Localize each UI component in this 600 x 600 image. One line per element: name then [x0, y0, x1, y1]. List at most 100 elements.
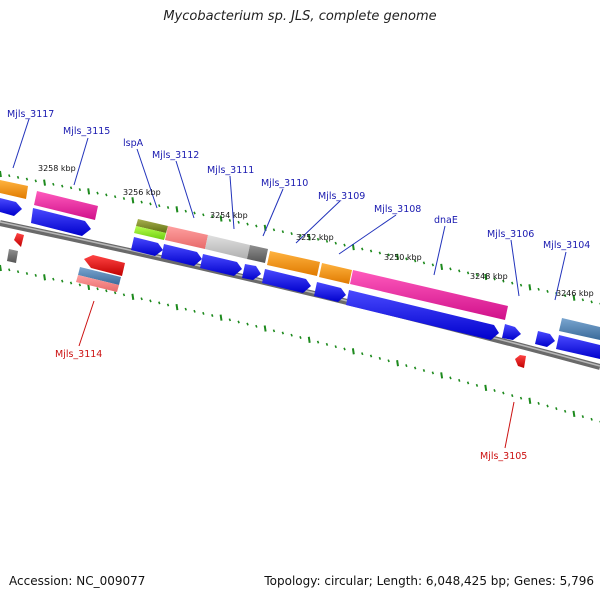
- scale-tick-inner: [281, 331, 285, 335]
- cds-arrow-3111[interactable]: [200, 254, 242, 276]
- gene-lspa-box[interactable]: [134, 226, 166, 240]
- cds-arrow-3105[interactable]: [515, 355, 526, 368]
- gene-feature-track: [0, 180, 600, 340]
- scale-tick-inner: [484, 384, 488, 392]
- scale-tick-outer: [78, 188, 82, 192]
- gene-label-dnae[interactable]: dnaE: [434, 215, 458, 226]
- scale-tick-inner: [537, 401, 540, 405]
- scale-tick-outer: [25, 177, 29, 181]
- scale-tick-inner: [502, 391, 505, 395]
- gene-mjls3115-box[interactable]: [34, 191, 98, 220]
- cds-arrow-3112[interactable]: [161, 244, 202, 266]
- scale-tick-outer: [316, 237, 320, 241]
- scale-tick-inner: [52, 277, 55, 281]
- scale-tick-outer: [546, 289, 549, 293]
- scale-tick-outer: [378, 251, 382, 255]
- scale-tick-outer: [413, 259, 417, 263]
- scale-tick-outer: [351, 243, 355, 251]
- scale-tick-outer: [61, 184, 64, 188]
- cds-arrow-3108[interactable]: [314, 282, 346, 302]
- cds-arrow-3104[interactable]: [556, 335, 600, 359]
- gene-label-mjls3117[interactable]: Mjls_3117: [7, 109, 54, 120]
- gene-label-mjls3111[interactable]: Mjls_3111: [207, 165, 254, 176]
- map-title: Mycobacterium sp. JLS, complete genome: [163, 9, 437, 24]
- scale-tick-outer: [581, 298, 585, 302]
- kbp-label: 3258 kbp: [38, 164, 76, 173]
- cds-arrow-small-left[interactable]: [14, 233, 24, 247]
- gene-lspa-box-olive[interactable]: [136, 219, 168, 233]
- cds-forward-track: [0, 198, 600, 359]
- cds-arrow-3109[interactable]: [262, 269, 311, 293]
- scale-tick-outer: [307, 234, 311, 241]
- scale-tick-outer: [493, 277, 496, 281]
- scale-tick-outer: [272, 228, 276, 232]
- scale-tick-inner: [299, 336, 302, 339]
- scale-tick-outer: [122, 197, 126, 200]
- scale-tick-inner: [334, 345, 337, 349]
- gene-mjls3114-box[interactable]: [78, 267, 121, 285]
- gene-mjls3111-box[interactable]: [205, 235, 250, 259]
- scale-tick-outer: [325, 239, 329, 243]
- scale-tick-inner: [202, 311, 205, 315]
- scale-tick-outer: [343, 243, 346, 247]
- gene-label-mjls3106[interactable]: Mjls_3106: [487, 229, 534, 240]
- gene-mjls3112-box[interactable]: [165, 226, 208, 249]
- gene-dnae-box[interactable]: [350, 270, 508, 320]
- scale-tick-outer: [140, 200, 143, 204]
- gene-mjls3114-box-salmon[interactable]: [76, 275, 119, 292]
- scale-tick-outer: [290, 232, 293, 236]
- gene-label-mjls3112[interactable]: Mjls_3112: [152, 150, 199, 161]
- cds-arrow-dnae[interactable]: [346, 290, 499, 340]
- gene-label-mjls3110[interactable]: Mjls_3110: [261, 178, 308, 189]
- scale-tick-inner: [228, 318, 232, 322]
- scale-tick-inner: [413, 366, 417, 370]
- scale-tick-outer: [528, 284, 532, 291]
- scale-tick-outer: [166, 206, 170, 209]
- cds-arrow-3104-small[interactable]: [535, 331, 555, 347]
- scale-tick-inner: [475, 383, 479, 387]
- cds-arrow-lspa[interactable]: [131, 237, 163, 256]
- gene-label-mjls3115[interactable]: Mjls_3115: [63, 126, 110, 137]
- scale-tick-inner: [158, 301, 161, 305]
- gene-label-lspa[interactable]: lspA: [123, 138, 144, 149]
- gene-small-gray-box[interactable]: [7, 249, 18, 263]
- scale-tick-inner: [361, 352, 364, 356]
- scale-tick-inner: [555, 407, 558, 411]
- gene-label-mjls3104[interactable]: Mjls_3104: [543, 240, 590, 251]
- scale-tick-outer: [572, 294, 576, 301]
- cds-arrow-3117[interactable]: [0, 198, 22, 216]
- cds-arrow-3114[interactable]: [84, 255, 125, 276]
- scale-tick-outer: [34, 179, 37, 183]
- scale-tick-inner: [511, 394, 514, 398]
- scale-tick-inner: [563, 409, 567, 413]
- gene-mjls3108-box[interactable]: [319, 263, 352, 284]
- scale-tick-outer: [440, 263, 444, 271]
- cds-arrow-3110[interactable]: [242, 264, 261, 280]
- scale-tick-outer: [69, 186, 73, 190]
- scale-tick-inner: [325, 342, 329, 346]
- gene-label-mjls3114[interactable]: Mjls_3114: [55, 349, 102, 360]
- kbp-label: 3246 kbp: [556, 289, 594, 298]
- scale-tick-outer: [369, 249, 373, 253]
- cds-arrow-3106[interactable]: [502, 324, 521, 340]
- scale-tick-inner: [590, 417, 593, 421]
- scale-tick-outer: [184, 209, 187, 213]
- gene-label-mjls3109[interactable]: Mjls_3109: [318, 191, 365, 202]
- gene-mjls3109-box[interactable]: [267, 251, 320, 276]
- gene-label-mjls3108[interactable]: Mjls_3108: [374, 204, 421, 215]
- scale-tick-inner: [581, 415, 585, 419]
- scale-tick-inner: [316, 340, 320, 344]
- scale-tick-inner: [572, 410, 576, 418]
- gene-mjls3104-box[interactable]: [559, 318, 600, 340]
- scale-tick-inner: [290, 333, 293, 337]
- kbp-label: 3254 kbp: [210, 211, 248, 220]
- gene-label-mjls3105[interactable]: Mjls_3105: [480, 451, 527, 462]
- gene-mjls3117-box[interactable]: [0, 180, 28, 199]
- leader-3105: [504, 401, 515, 449]
- gene-mjls3110-box[interactable]: [247, 245, 268, 263]
- cds-arrow-3115[interactable]: [31, 208, 91, 236]
- scale-ticks: [0, 170, 600, 424]
- scale-tick-inner: [166, 303, 170, 307]
- scale-tick-inner: [96, 287, 99, 291]
